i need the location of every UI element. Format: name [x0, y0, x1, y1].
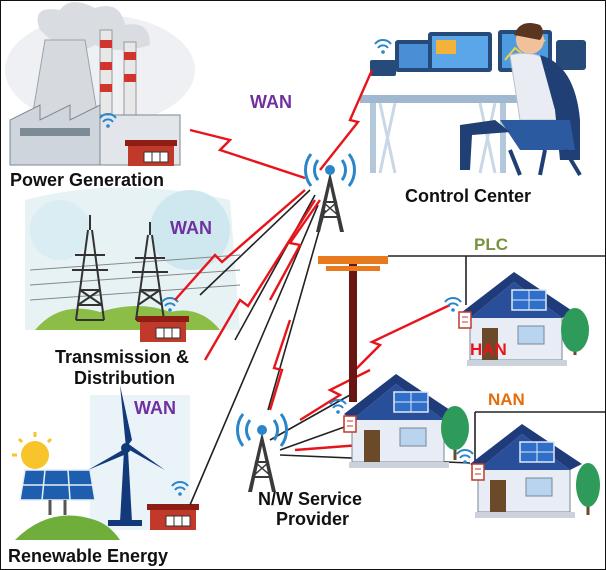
plc-label: PLC: [474, 235, 508, 254]
control-center-label: Control Center: [405, 186, 531, 206]
service-provider-label-line-1: N/W Service: [258, 489, 362, 509]
power-generation-label: Power Generation: [10, 170, 164, 190]
home-1: [444, 271, 589, 367]
transmission-label-line-1: Transmission &: [55, 347, 189, 367]
wan-label: WAN: [250, 92, 292, 112]
plc-network: [318, 255, 605, 470]
nan-label: NAN: [488, 390, 525, 409]
wan-label: WAN: [134, 398, 176, 418]
home-2: [329, 373, 469, 469]
renewable-energy-label: Renewable Energy: [8, 546, 168, 566]
transmission-label-line-2: Distribution: [74, 368, 175, 388]
control-center: [360, 22, 586, 177]
transmission-distribution: [25, 187, 241, 343]
han-label: HAN: [470, 340, 507, 359]
wan-label: WAN: [170, 218, 212, 238]
service-provider-label-line-2: Provider: [276, 509, 349, 529]
renewable-energy: [12, 385, 200, 540]
home-3: [456, 423, 600, 519]
power-plant: [5, 1, 195, 167]
